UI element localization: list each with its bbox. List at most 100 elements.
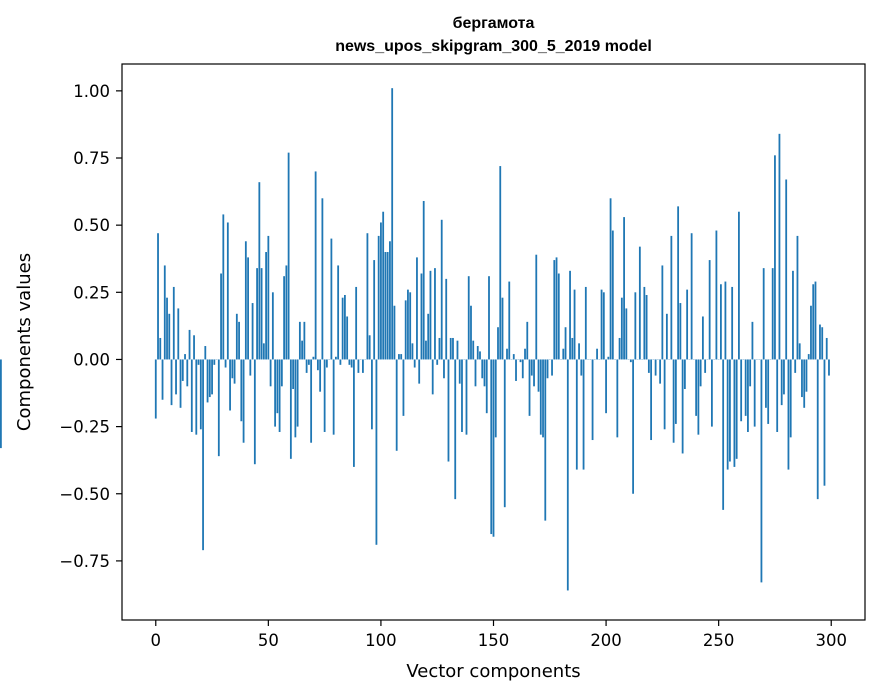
bar-196 [596, 348, 598, 360]
bar-283 [792, 270, 794, 360]
bar-9 [175, 359, 177, 395]
bar-188 [578, 343, 580, 360]
bar-94 [366, 233, 369, 360]
bar-227 [665, 313, 668, 360]
bar-218 [645, 294, 648, 360]
x-tick-label: 0 [151, 631, 162, 650]
bar-220 [650, 359, 653, 441]
bar-231 [674, 359, 677, 424]
y-tick-label: 0.25 [73, 283, 110, 302]
y-tick-label: 0.75 [73, 149, 110, 168]
bar-25 [211, 359, 213, 395]
bar-213 [634, 292, 637, 360]
bar-30 [222, 214, 225, 360]
bar-177 [553, 260, 556, 360]
bar-202 [609, 198, 612, 360]
bar-51 [269, 359, 272, 387]
bar-233 [679, 303, 682, 360]
bar-134 [456, 340, 459, 360]
bar-125 [436, 359, 439, 365]
bar-126 [438, 337, 441, 360]
bar-144 [479, 351, 481, 360]
bar-154 [501, 297, 504, 360]
bar-256 [731, 286, 734, 360]
bar-1 [157, 233, 159, 360]
bar-236 [686, 289, 689, 360]
bar-54 [276, 359, 279, 414]
bar-295 [819, 324, 821, 360]
bar-155 [503, 359, 506, 508]
bar-44 [253, 359, 256, 465]
y-tick-label: −0.50 [59, 485, 110, 504]
bar-78 [330, 238, 333, 360]
bar-253 [724, 281, 727, 360]
bar-179 [557, 273, 560, 360]
bar-123 [431, 359, 434, 395]
bar-0 [154, 359, 157, 419]
bar-232 [677, 206, 680, 360]
bar-72 [316, 359, 319, 371]
bar-36 [235, 313, 238, 360]
bar-151 [494, 359, 497, 438]
bars-layer [0, 88, 830, 591]
bar-8 [172, 286, 175, 360]
bar-90 [357, 359, 360, 373]
bar-259 [738, 211, 740, 360]
bar-209 [625, 308, 628, 360]
bar-86 [348, 359, 351, 365]
x-axis: 0 50 100 150 200 250 300 [151, 620, 847, 650]
bar-207 [620, 297, 623, 360]
bar-276 [776, 359, 779, 432]
bar-38 [240, 359, 243, 422]
bar-182 [564, 327, 567, 360]
bar-224 [659, 359, 662, 384]
bar-174 [546, 359, 549, 379]
bar-258 [735, 359, 738, 459]
bar-291 [810, 305, 812, 360]
bar-121 [427, 313, 430, 360]
bar-124 [434, 268, 436, 360]
bar-246 [708, 260, 711, 360]
bar-142 [474, 359, 477, 387]
bar-39 [242, 359, 245, 443]
bar-264 [749, 359, 752, 387]
bar-138 [465, 359, 468, 435]
bar-146 [483, 359, 486, 387]
bar-116 [416, 257, 418, 360]
bar-287 [801, 359, 803, 398]
bar-135 [458, 359, 461, 384]
bar-28 [217, 359, 220, 457]
bar-88 [353, 359, 355, 467]
bar-75 [323, 359, 326, 432]
bar-190 [582, 359, 585, 470]
bar-47 [260, 268, 263, 360]
bar-290 [807, 354, 810, 360]
bar-166 [528, 359, 531, 416]
bar-164 [524, 348, 526, 360]
bar-83 [341, 297, 344, 360]
bar-128 [443, 359, 445, 379]
bar-280 [785, 179, 788, 360]
bar-271 [765, 359, 767, 408]
bar-235 [683, 359, 686, 390]
bar-99 [377, 235, 380, 360]
bar-187 [575, 359, 578, 470]
bar-62 [294, 359, 297, 438]
bar-23 [206, 359, 209, 403]
bar-281 [787, 359, 790, 470]
bar-98 [375, 359, 378, 545]
bar-70 [312, 356, 315, 360]
bar-191 [584, 286, 587, 360]
bar-215 [638, 246, 641, 360]
bar-249 [715, 230, 718, 360]
bar-46 [258, 182, 261, 360]
bar-67 [305, 359, 308, 373]
bar-147 [485, 359, 488, 414]
bar-105 [391, 88, 394, 360]
bar-112 [407, 289, 409, 360]
bar-203 [611, 230, 614, 360]
bar-205 [616, 359, 619, 438]
bar-undefined [0, 359, 2, 449]
bar-107 [395, 359, 398, 451]
